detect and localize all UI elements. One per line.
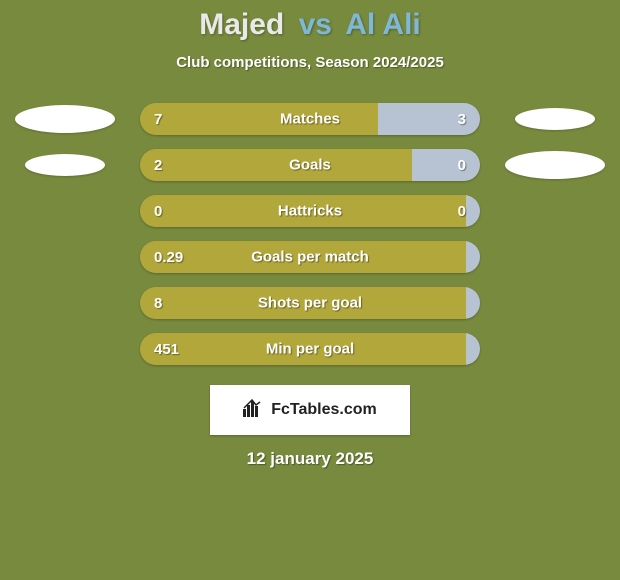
title-player1: Majed [199, 8, 284, 41]
stat-bar-right-segment: 0 [466, 195, 480, 227]
right-side-slot [500, 149, 610, 181]
stat-bar-right-segment: 0 [412, 149, 480, 181]
right-side-slot [500, 241, 610, 273]
stat-right-value: 0 [458, 203, 466, 220]
left-side-slot [10, 241, 120, 273]
chart-bars-icon [243, 399, 265, 422]
date-label: 12 january 2025 [0, 449, 620, 469]
stat-label: Goals per match [251, 249, 369, 266]
watermark-text: FcTables.com [271, 401, 377, 419]
title-vs: vs [299, 8, 332, 41]
left-side-slot [10, 333, 120, 365]
player-badge-left [25, 154, 105, 176]
stat-bar-right-segment: 3 [378, 103, 480, 135]
stat-left-value: 0 [154, 203, 162, 220]
stat-row: 8 Shots per goal [0, 287, 620, 319]
stat-left-value: 0.29 [154, 249, 183, 266]
stat-row: 7 3 Matches [0, 103, 620, 135]
stat-left-value: 7 [154, 111, 162, 128]
stat-label: Matches [280, 111, 340, 128]
stat-bar: 00Hattricks [140, 195, 480, 227]
stat-label: Shots per goal [258, 295, 362, 312]
right-side-slot [500, 333, 610, 365]
left-side-slot [10, 287, 120, 319]
stat-row: 00Hattricks [0, 195, 620, 227]
stat-bar-right-segment [466, 287, 480, 319]
comparison-container: Majed vs Al Ali Club competitions, Seaso… [0, 0, 620, 469]
stat-bar-left-segment: 2 [140, 149, 412, 181]
stats-rows: 73Matches20Goals00Hattricks0.29Goals per… [0, 103, 620, 365]
stat-bar: 0.29 Goals per match [140, 241, 480, 273]
stat-bar-left-segment: 7 [140, 103, 378, 135]
watermark: FcTables.com [210, 385, 410, 435]
stat-bar: 2 0 Goals [140, 149, 480, 181]
stat-left-value: 8 [154, 295, 162, 312]
stat-row: 451 Min per goal [0, 333, 620, 365]
player-badge-right [505, 151, 605, 179]
stat-label: Hattricks [278, 203, 342, 220]
right-side-slot [500, 103, 610, 135]
stat-right-value: 3 [458, 111, 466, 128]
stat-bar-right-segment [466, 241, 480, 273]
left-side-slot [10, 195, 120, 227]
stat-row: 2 0 Goals [0, 149, 620, 181]
left-side-slot [10, 149, 120, 181]
subtitle: Club competitions, Season 2024/2025 [0, 54, 620, 71]
player-badge-right [515, 108, 595, 130]
stat-label: Goals [289, 157, 331, 174]
stat-bar: 451 Min per goal [140, 333, 480, 365]
stat-right-value: 0 [458, 157, 466, 174]
stat-left-value: 2 [154, 157, 162, 174]
left-side-slot [10, 103, 120, 135]
right-side-slot [500, 287, 610, 319]
stat-left-value: 451 [154, 341, 179, 358]
stat-bar: 7 3 Matches [140, 103, 480, 135]
stat-bar: 8 Shots per goal [140, 287, 480, 319]
stat-row: 0.29 Goals per match [0, 241, 620, 273]
stat-label: Min per goal [266, 341, 354, 358]
stat-bar-right-segment [466, 333, 480, 365]
right-side-slot [500, 195, 610, 227]
page-title: Majed vs Al Ali [0, 8, 620, 42]
title-player2: Al Ali [345, 8, 421, 41]
player-badge-left [15, 105, 115, 133]
